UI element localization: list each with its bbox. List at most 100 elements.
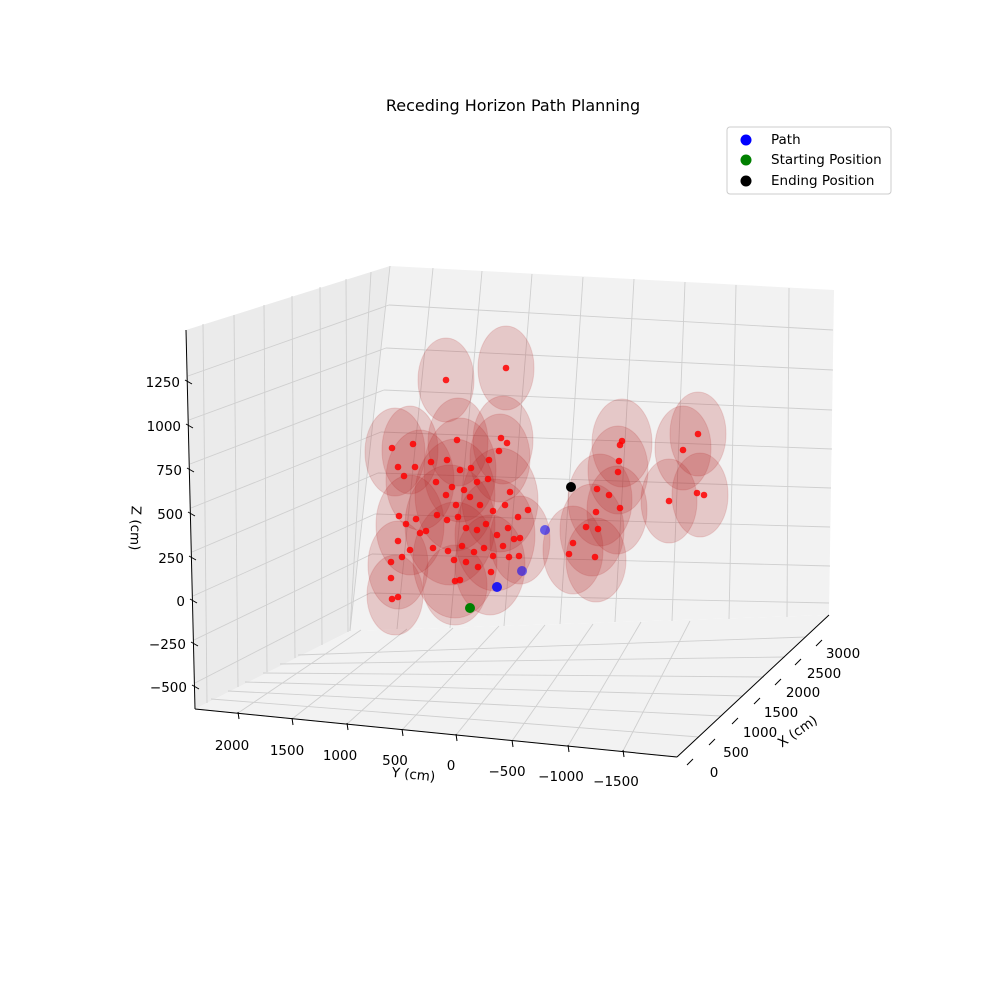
y-tick-label: −1000 [538,769,584,785]
grid-line [291,295,296,659]
obstacle-point [495,447,503,455]
obstacle-point [506,488,514,496]
grid-line [503,273,533,627]
obstacle-point [387,574,395,582]
obstacle-sphere [559,483,625,577]
obstacle-point [416,529,424,537]
y-tick-mark [567,744,570,753]
axes-panes [186,266,834,757]
obstacle-point [605,491,613,499]
grid-line [401,625,500,731]
x-tick-mark [708,738,716,746]
path-points [465,482,576,613]
obstacle-point [615,457,623,465]
obstacle-point [388,444,396,452]
obstacle-point [487,568,495,576]
obstacle-point [473,478,481,486]
obstacle-point [453,436,461,444]
grid-line [193,553,373,641]
y-tick-mark [291,717,294,726]
obstacle-point [582,523,590,531]
y-tick-label: 500 [382,753,408,769]
obstacle-point [497,434,505,442]
z-axis-label: Z (cm) [126,506,144,551]
obstacle-sphere [567,453,633,547]
obstacle-point [485,456,493,464]
obstacle-point [400,472,408,480]
chart-title: Receding Horizon Path Planning [386,96,640,115]
x-tick-mark [753,697,761,705]
z-tick-mark [185,423,194,429]
z-tick-mark [189,598,198,604]
grid-line [567,621,642,747]
y-tick-mark [622,749,625,758]
obstacle-point [476,501,484,509]
path-point [517,566,527,576]
grid-line [559,276,584,625]
grid-line [374,513,831,528]
obstacle-point [452,501,460,509]
grid-line [345,278,349,633]
grid-line [188,347,387,421]
obstacle-point [473,526,481,534]
y-axis-label: Y (cm) [390,765,436,786]
z-tick-label: 250 [158,551,184,567]
obstacle-point [484,475,492,483]
obstacle-point [474,563,482,571]
x-tick-label: 1500 [764,705,798,721]
obstacle-spheres [364,325,729,636]
legend-path-marker [740,134,752,146]
obstacle-point [412,515,420,523]
floor-pane [195,615,829,757]
obstacle-sphere [671,452,729,538]
grid-line [346,627,454,725]
obstacle-sphere [367,520,429,610]
y-tick-label: 2000 [215,738,249,754]
y-tick-mark [237,711,240,720]
obstacle-point [594,525,602,533]
grid-line [380,431,833,450]
obstacle-point [482,520,490,528]
obstacle-point [591,553,599,561]
x-tick-mark [794,658,802,666]
z-tick-label: 1250 [146,375,180,391]
obstacle-point [516,534,524,542]
grid-lines [187,265,834,758]
x-tick-mark [686,758,694,766]
obstacle-point [432,478,440,486]
obstacle-point [480,544,488,552]
grid-line [614,278,635,623]
z-tick-mark [187,511,196,517]
obstacle-point [462,558,470,566]
obstacle-point [395,512,403,520]
obstacle-sphere [381,405,439,495]
obstacle-point [565,550,573,558]
y-tick-label: 1500 [270,743,304,759]
obstacle-point [503,439,511,447]
obstacle-point [422,527,430,535]
grid-line [262,672,765,678]
y-axis-line [194,708,678,758]
obstacle-point [394,593,402,601]
z-axis-line [185,329,196,710]
grid-line [349,271,372,632]
path-point [492,582,502,592]
legend-end-label: Ending Position [771,173,874,189]
y-tick-label: 1000 [323,748,357,764]
obstacle-point [411,463,419,471]
obstacle-point [394,463,402,471]
grid-line [297,636,807,656]
grid-line [319,286,323,646]
grid-line [622,620,691,752]
obstacle-point [443,516,451,524]
z-tick-label: 0 [176,594,185,610]
obstacle-points [387,364,708,603]
obstacle-point [456,576,464,584]
obstacle-point [443,456,451,464]
grid-line [227,690,722,717]
z-tick-mark [191,684,200,690]
grid-line [371,553,831,567]
obstacle-sphere [375,474,445,576]
end-point [566,482,576,492]
grid-line [786,287,790,618]
